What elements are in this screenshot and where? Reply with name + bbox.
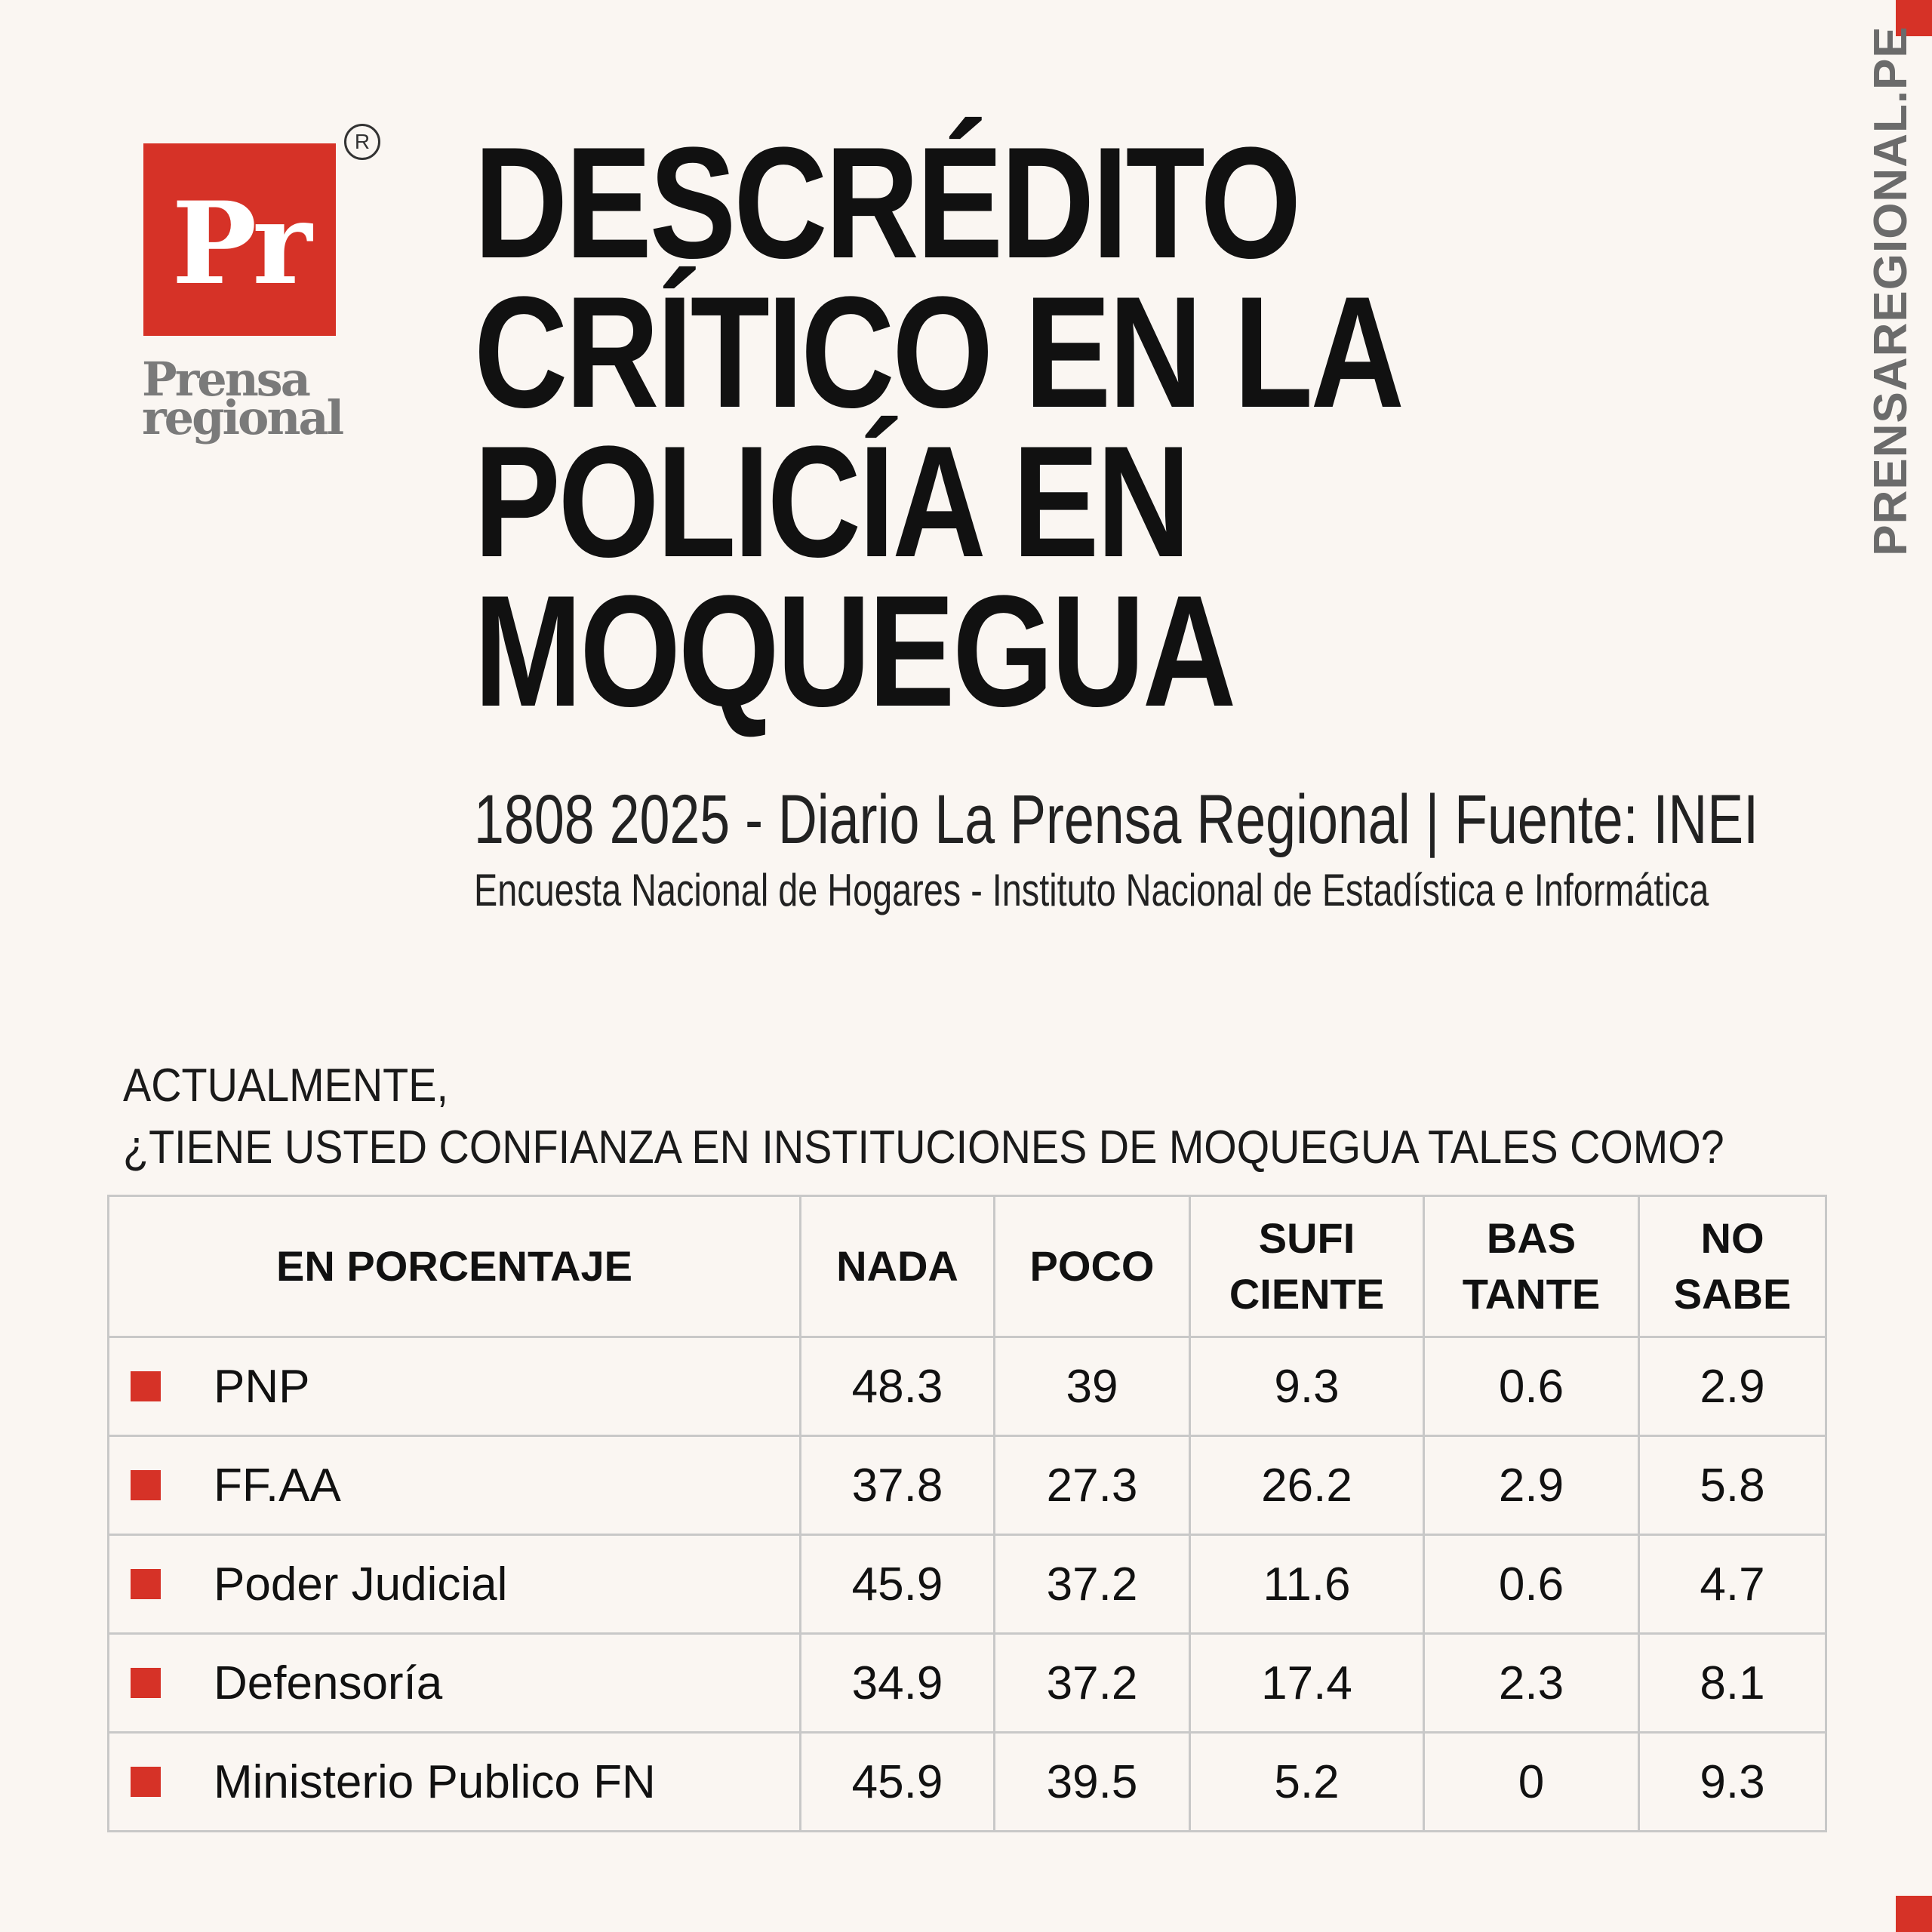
- registered-mark: R: [344, 124, 380, 160]
- value-cell-nada: 45.9: [799, 1534, 995, 1635]
- value-cell-poco: 27.3: [993, 1435, 1191, 1536]
- value-cell-poco: 39.5: [993, 1731, 1191, 1832]
- site-url-text: PRENSAREGIONAL.PE: [1864, 25, 1917, 556]
- header-poco: POCO: [993, 1195, 1191, 1338]
- table-row: Defensoría 34.9 37.2 17.4 2.3 8.1: [107, 1632, 1827, 1734]
- brand-name-line2: regional: [142, 389, 344, 445]
- institution-cell: Ministerio Publico FN: [107, 1731, 801, 1832]
- value-cell-nada: 45.9: [799, 1731, 995, 1832]
- value-cell-suficiente: 9.3: [1189, 1336, 1425, 1437]
- brand-name: Prensa regional: [142, 352, 353, 445]
- value-cell-suficiente: 5.2: [1189, 1731, 1425, 1832]
- value-cell-suficiente: 26.2: [1189, 1435, 1425, 1536]
- institution-cell: Poder Judicial: [107, 1534, 801, 1635]
- header-en-porcentaje: EN PORCENTAJE: [107, 1195, 801, 1338]
- value-cell-suficiente: 11.6: [1189, 1534, 1425, 1635]
- site-url-vertical: PRENSAREGIONAL.PE: [1864, 26, 1917, 556]
- square-bullet-icon: [131, 1470, 161, 1500]
- value-cell-nada: 34.9: [799, 1632, 995, 1734]
- page-title: DESCRÉDITO CRÍTICO EN LA POLICÍA EN MOQU…: [474, 114, 1404, 740]
- survey-question: ACTUALMENTE, ¿TIENE USTED CONFIANZA EN I…: [123, 1055, 1724, 1179]
- value-cell-bastante: 0.6: [1423, 1336, 1640, 1437]
- value-cell-no-sabe: 8.1: [1638, 1632, 1827, 1734]
- institution-cell: Defensoría: [107, 1632, 801, 1734]
- square-bullet-icon: [131, 1569, 161, 1599]
- header-bastante: BAS TANTE: [1423, 1195, 1640, 1338]
- survey-table-body: PNP 48.3 39 9.3 0.6 2.9 FF.AA 37.8 27.3 …: [107, 1336, 1827, 1832]
- value-cell-bastante: 2.3: [1423, 1632, 1640, 1734]
- table-row: FF.AA 37.8 27.3 26.2 2.9 5.8: [107, 1435, 1827, 1536]
- table-header-row: EN PORCENTAJE NADA POCO SUFI CIENTE BAS TA…: [107, 1195, 1827, 1338]
- byline: 1808 2025 - Diario La Prensa Regional | …: [474, 781, 1759, 858]
- header-no-sabe: NO SABE: [1638, 1195, 1827, 1338]
- square-bullet-icon: [131, 1371, 161, 1401]
- page-title-line: CRÍTICO EN LA: [474, 263, 1404, 441]
- value-cell-poco: 37.2: [993, 1632, 1191, 1734]
- value-cell-poco: 37.2: [993, 1534, 1191, 1635]
- value-cell-suficiente: 17.4: [1189, 1632, 1425, 1734]
- brand-logo: Pr: [143, 143, 336, 336]
- survey-table: EN PORCENTAJE NADA POCO SUFI CIENTE BAS TA…: [107, 1195, 1827, 1832]
- page-title-line: MOQUEGUA: [474, 562, 1236, 740]
- square-bullet-icon: [131, 1668, 161, 1698]
- value-cell-no-sabe: 4.7: [1638, 1534, 1827, 1635]
- survey-question-line2: ¿TIENE USTED CONFIANZA EN INSTITUCIONES …: [123, 1121, 1724, 1174]
- table-row: PNP 48.3 39 9.3 0.6 2.9: [107, 1336, 1827, 1437]
- source-subline: Encuesta Nacional de Hogares - Instituto…: [474, 865, 1709, 915]
- page-title-line: POLICÍA EN: [474, 413, 1191, 590]
- value-cell-poco: 39: [993, 1336, 1191, 1437]
- corner-accent-top: [1896, 0, 1932, 36]
- table-row: Poder Judicial 45.9 37.2 11.6 0.6 4.7: [107, 1534, 1827, 1635]
- institution-cell: FF.AA: [107, 1435, 801, 1536]
- header-nada: NADA: [799, 1195, 995, 1338]
- page-title-line: DESCRÉDITO: [474, 114, 1301, 291]
- table-row: Ministerio Publico FN 45.9 39.5 5.2 0 9.…: [107, 1731, 1827, 1832]
- survey-question-line1: ACTUALMENTE,: [123, 1060, 448, 1112]
- corner-accent-bottom: [1896, 1896, 1932, 1932]
- square-bullet-icon: [131, 1767, 161, 1797]
- value-cell-bastante: 0.6: [1423, 1534, 1640, 1635]
- survey-table-header: EN PORCENTAJE NADA POCO SUFI CIENTE BAS TA…: [107, 1195, 1827, 1338]
- value-cell-nada: 48.3: [799, 1336, 995, 1437]
- value-cell-no-sabe: 2.9: [1638, 1336, 1827, 1437]
- brand-logo-mark: Pr: [171, 177, 312, 310]
- header-suficiente: SUFI CIENTE: [1189, 1195, 1425, 1338]
- value-cell-no-sabe: 5.8: [1638, 1435, 1827, 1536]
- brand-name-line1: Prensa: [142, 352, 311, 407]
- value-cell-bastante: 2.9: [1423, 1435, 1640, 1536]
- value-cell-nada: 37.8: [799, 1435, 995, 1536]
- value-cell-no-sabe: 9.3: [1638, 1731, 1827, 1832]
- value-cell-bastante: 0: [1423, 1731, 1640, 1832]
- institution-cell: PNP: [107, 1336, 801, 1437]
